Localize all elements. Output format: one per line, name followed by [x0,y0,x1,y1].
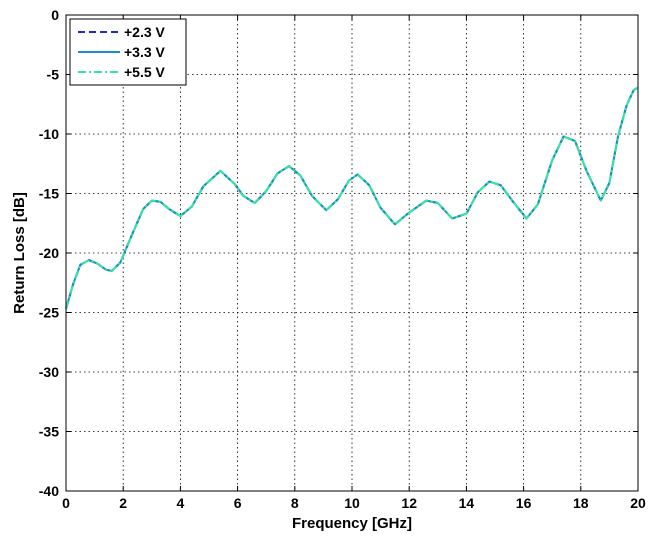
x-tick-label: 4 [177,495,185,511]
y-tick-label: 0 [51,7,59,23]
x-tick-label: 0 [62,495,70,511]
x-tick-label: 12 [401,495,417,511]
legend-label-1: +2.3 V [124,24,166,40]
y-tick-label: -30 [39,364,59,380]
y-tick-label: -40 [39,483,59,499]
legend-box [69,18,187,86]
y-axis-label: Return Loss [dB] [11,192,28,314]
ticks: 0 2 4 6 8 10 12 14 16 18 20 0 -5 -10 -15 -20 -25 -30 -35 -4… [39,7,646,511]
legend-label-3: +5.5 V [124,64,166,80]
y-tick-label: -25 [39,305,59,321]
y-tick-label: -35 [39,424,59,440]
series-layer [65,86,639,310]
x-tick-label: 16 [516,495,532,511]
x-tick-label: 18 [573,495,589,511]
y-tick-label: -10 [39,126,59,142]
legend: +2.3 V +3.3 V +5.5 V [69,18,187,86]
y-tick-label: -5 [47,67,60,83]
x-axis-label: Frequency [GHz] [292,515,412,532]
y-tick-label: -15 [39,186,59,202]
x-tick-label: 20 [630,495,646,511]
x-tick-label: 14 [459,495,475,511]
series-line-2 [65,86,639,310]
y-tick-label: -20 [39,245,59,261]
x-tick-label: 10 [344,495,360,511]
x-tick-label: 6 [234,495,242,511]
x-tick-label: 2 [119,495,127,511]
legend-label-2: +3.3 V [124,44,166,60]
x-tick-label: 8 [291,495,299,511]
